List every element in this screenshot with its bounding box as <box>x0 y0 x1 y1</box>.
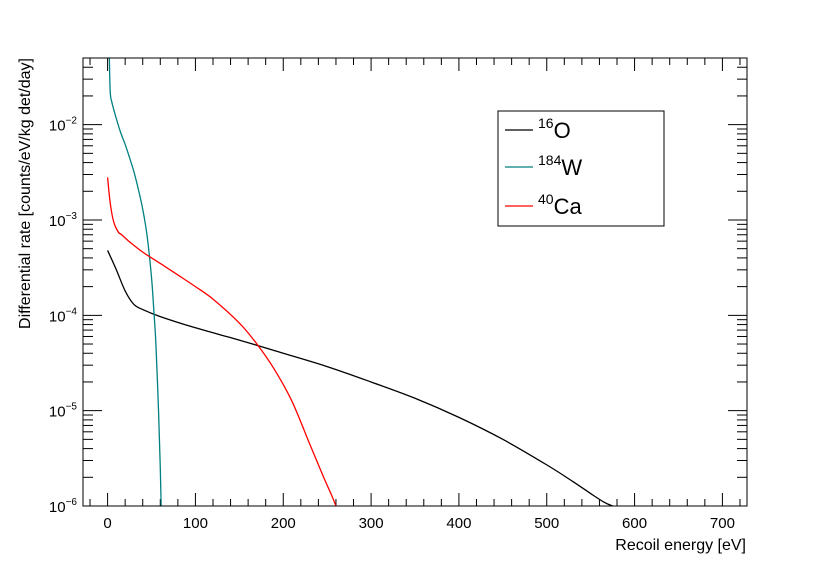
y-tick-exponent: −5 <box>66 402 78 413</box>
legend-mass-number: 16 <box>538 115 554 131</box>
y-tick-label: 10−5 <box>49 402 78 421</box>
y-tick-label: 10−6 <box>49 497 78 516</box>
y-tick-exponent: −2 <box>66 116 78 127</box>
y-tick-base: 10 <box>49 118 66 135</box>
y-tick-exponent: −4 <box>66 306 78 317</box>
x-tick-label: 200 <box>271 515 296 532</box>
y-tick-base: 10 <box>49 308 66 325</box>
y-tick-base: 10 <box>49 404 66 421</box>
legend-label-w: 184W <box>538 152 582 180</box>
series-line-o <box>106 250 613 507</box>
legend-mass-number: 40 <box>538 191 554 207</box>
y-axis-title: Differential rate [counts/eV/kg det/day] <box>17 58 34 329</box>
x-tick-label: 0 <box>103 515 111 532</box>
x-tick-label: 600 <box>622 515 647 532</box>
x-tick-label: 400 <box>446 515 471 532</box>
y-tick-labels: 10−610−510−410−310−2 <box>49 116 78 516</box>
legend-element-symbol: W <box>561 155 582 180</box>
legend-mass-number: 184 <box>538 152 562 168</box>
legend-element-symbol: O <box>554 118 571 143</box>
x-tick-label: 700 <box>710 515 735 532</box>
legend-element-symbol: Ca <box>554 194 583 219</box>
y-tick-exponent: −3 <box>66 211 78 222</box>
y-tick-base: 10 <box>49 499 66 516</box>
y-tick-label: 10−2 <box>49 116 78 135</box>
x-tick-label: 300 <box>359 515 384 532</box>
legend-label-ca: 40Ca <box>538 191 582 219</box>
y-tick-label: 10−3 <box>49 211 78 230</box>
x-axis-title: Recoil energy [eV] <box>615 537 746 554</box>
y-tick-label: 10−4 <box>49 306 78 325</box>
axis-ticks <box>83 57 747 507</box>
y-tick-exponent: −6 <box>66 497 78 508</box>
y-tick-base: 10 <box>49 213 66 230</box>
series-curves <box>106 57 613 507</box>
legend: 16O 184W 40Ca <box>497 110 665 227</box>
x-tick-label: 100 <box>183 515 208 532</box>
plot-frame <box>82 57 748 507</box>
series-line-ca <box>106 177 337 507</box>
x-tick-labels: 0 100 200 300 400 500 600 700 <box>103 515 735 532</box>
x-tick-label: 500 <box>534 515 559 532</box>
legend-entries: 16O 184W 40Ca <box>505 115 582 219</box>
legend-label-o: 16O <box>538 115 571 143</box>
series-line-w <box>108 57 162 507</box>
